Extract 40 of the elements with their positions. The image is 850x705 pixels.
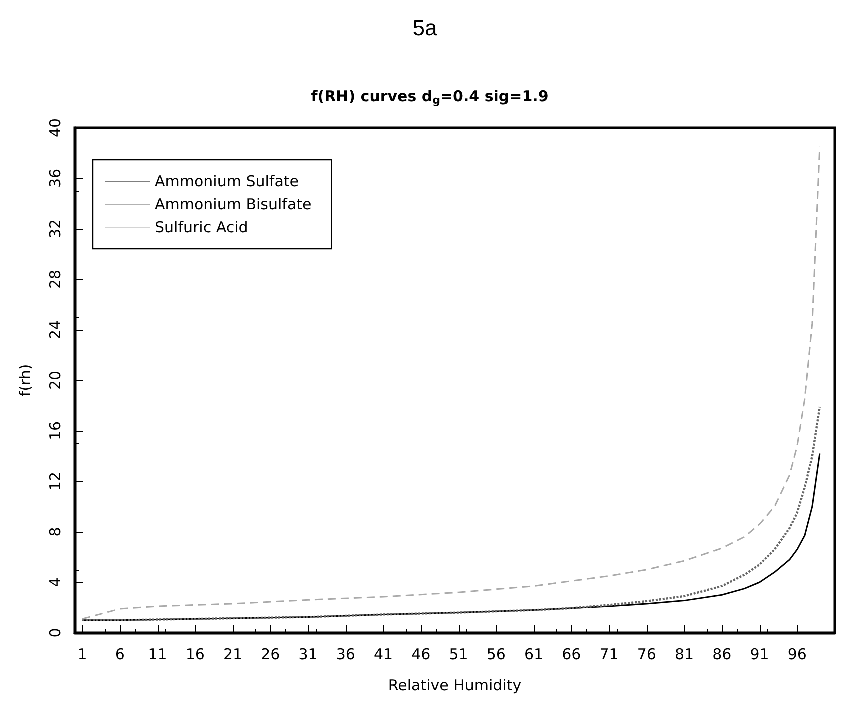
x-tick-label: 41 [374, 646, 394, 664]
y-tick-label: 32 [46, 219, 64, 239]
y-tick-label: 20 [46, 370, 64, 390]
chart-title: 5a [412, 16, 438, 40]
y-tick-label: 0 [46, 628, 64, 638]
x-tick-label: 6 [115, 646, 125, 664]
y-tick-label: 16 [46, 421, 64, 441]
x-tick-label: 26 [261, 646, 280, 664]
y-axis-title: f(rh) [16, 364, 34, 397]
x-tick-label: 31 [298, 646, 318, 664]
x-tick-label: 71 [600, 646, 619, 664]
x-tick-label: 91 [750, 646, 770, 664]
line-series [82, 146, 821, 620]
x-tick-label: 96 [788, 646, 807, 664]
legend-label: Ammonium Bisulfate [155, 196, 312, 214]
y-tick-label: 24 [46, 320, 64, 340]
x-tick-label: 1 [78, 646, 88, 664]
x-tick-label: 86 [712, 646, 732, 664]
legend-label: Sulfuric Acid [155, 218, 248, 236]
y-tick-label: 4 [46, 578, 64, 588]
x-tick-label: 66 [562, 646, 582, 664]
x-tick-label: 76 [637, 646, 656, 664]
y-tick-label: 12 [46, 472, 64, 492]
y-tick-label: 36 [46, 168, 64, 188]
x-tick-label: 11 [148, 646, 168, 664]
y-tick-label: 28 [46, 270, 64, 290]
x-tick-label: 51 [449, 646, 468, 664]
x-tick-label: 21 [223, 646, 243, 664]
x-tick-label: 36 [336, 646, 356, 664]
x-tick-label: 56 [486, 646, 506, 664]
y-tick-label: 40 [46, 118, 64, 138]
line-series [81, 406, 822, 622]
y-tick-label: 8 [46, 527, 64, 537]
x-tick-label: 16 [186, 646, 205, 664]
x-tick-label: 61 [524, 646, 544, 664]
x-axis-title: Relative Humidity [388, 676, 522, 694]
x-tick-label: 81 [674, 646, 694, 664]
legend-label: Ammonium Sulfate [155, 172, 300, 190]
line-series [82, 452, 821, 622]
x-tick-label: 46 [412, 646, 431, 664]
